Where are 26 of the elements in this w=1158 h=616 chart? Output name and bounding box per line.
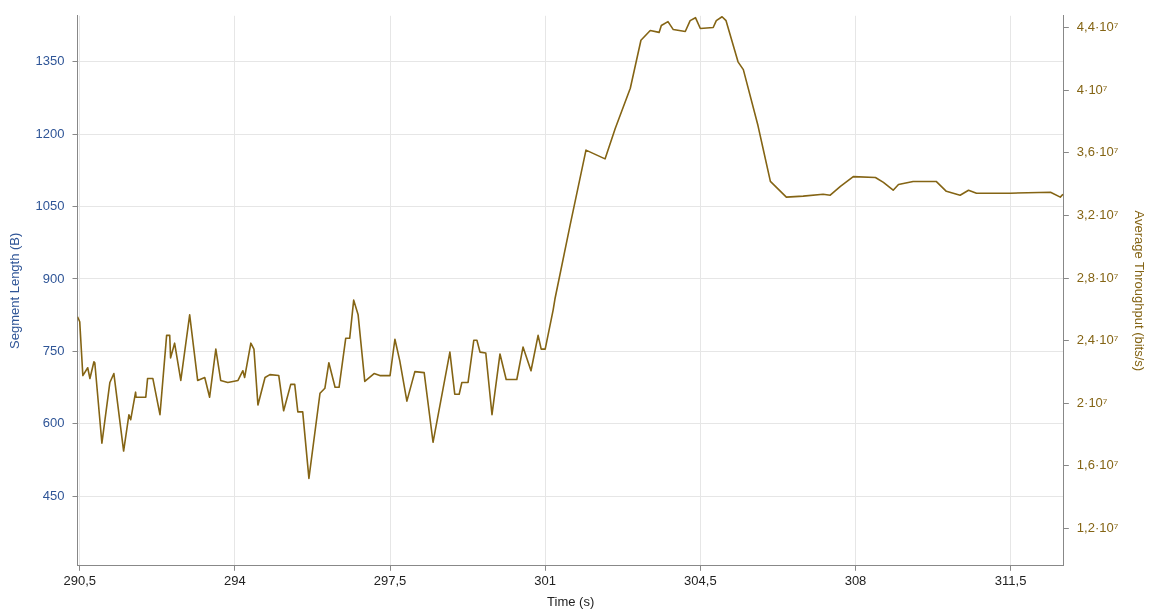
x-tick-label: 294: [224, 573, 246, 589]
y-tick-label: 600: [42, 415, 65, 431]
y-tick-label: 450: [42, 487, 65, 503]
x-tick-label: 311,5: [994, 573, 1027, 589]
x-tick-label: 304,5: [684, 573, 717, 589]
y2-axis-title: Average Throughput (bits/s): [1131, 210, 1147, 372]
x-tick-label: 308: [844, 573, 867, 589]
y-tick-label: 1050: [35, 198, 65, 214]
y2-tick-label: 4·10⁷: [1076, 81, 1108, 97]
y2-tick-label: 2,8·10⁷: [1076, 269, 1119, 285]
y2-tick-label: 2·10⁷: [1076, 394, 1108, 410]
y-tick-label: 900: [42, 270, 65, 286]
y-tick-label: 1350: [35, 53, 65, 69]
x-tick-label: 290,5: [63, 573, 97, 589]
y2-tick-label: 1,6·10⁷: [1076, 457, 1119, 473]
x-tick-label: 301: [534, 573, 557, 589]
y2-tick-label: 3,6·10⁷: [1076, 144, 1119, 160]
y2-tick-label: 2,4·10⁷: [1076, 332, 1119, 348]
x-tick-label: 297,5: [373, 573, 407, 589]
y-tick-label: 750: [42, 342, 65, 358]
x-axis-title: Time (s): [547, 593, 595, 609]
y2-tick-label: 4,4·10⁷: [1076, 19, 1119, 35]
y-axis-title: Segment Length (B): [7, 232, 23, 349]
y2-tick-label: 1,2·10⁷: [1076, 520, 1119, 536]
y-tick-label: 1200: [35, 125, 65, 141]
y2-tick-label: 3,2·10⁷: [1076, 206, 1119, 222]
